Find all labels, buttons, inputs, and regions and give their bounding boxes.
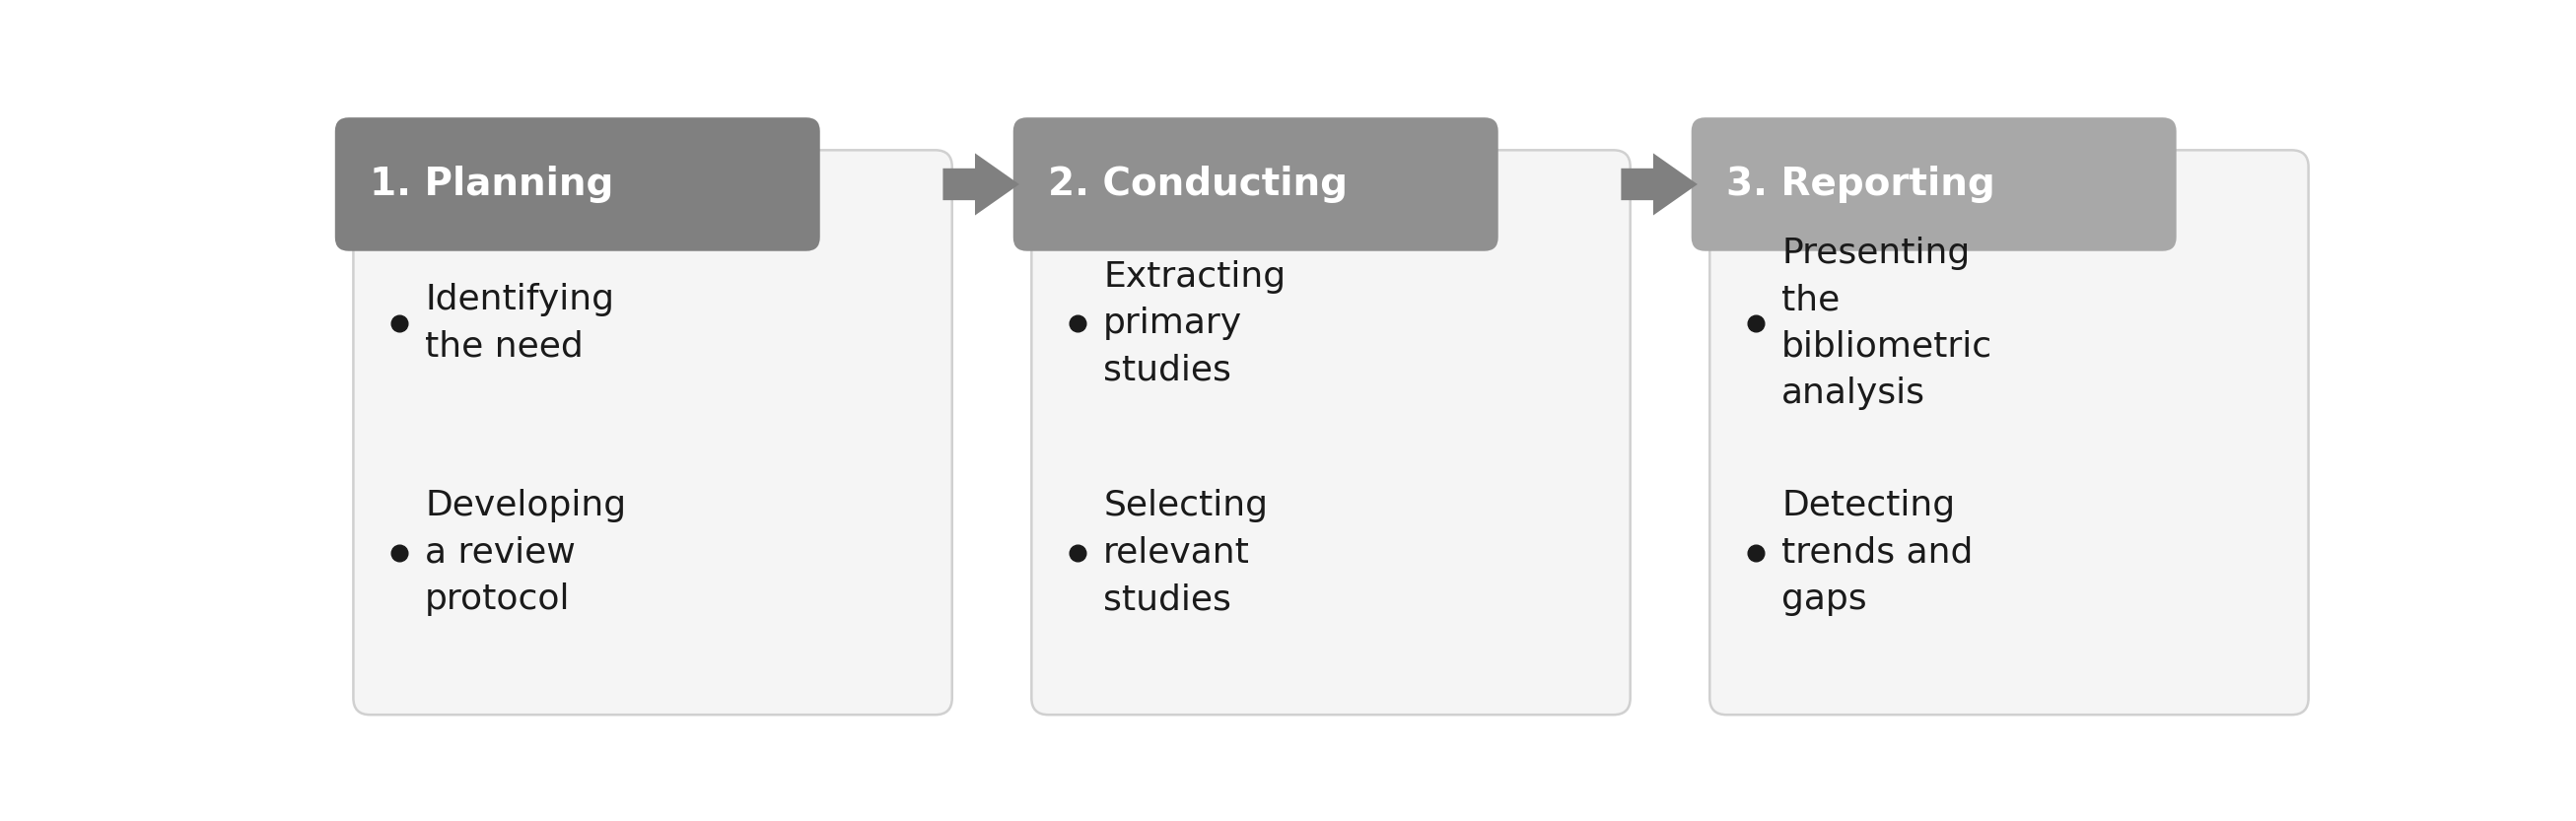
Text: 2. Conducting: 2. Conducting bbox=[1048, 166, 1347, 203]
FancyBboxPatch shape bbox=[1710, 150, 2308, 715]
Text: Selecting
relevant
studies: Selecting relevant studies bbox=[1103, 489, 1267, 617]
FancyBboxPatch shape bbox=[335, 117, 819, 251]
FancyBboxPatch shape bbox=[1012, 117, 1499, 251]
Polygon shape bbox=[1620, 154, 1698, 215]
FancyBboxPatch shape bbox=[353, 150, 953, 715]
Text: Developing
a review
protocol: Developing a review protocol bbox=[425, 489, 626, 617]
FancyBboxPatch shape bbox=[1030, 150, 1631, 715]
Text: Presenting
the
bibliometric
analysis: Presenting the bibliometric analysis bbox=[1783, 236, 1994, 410]
Text: Detecting
trends and
gaps: Detecting trends and gaps bbox=[1783, 489, 1973, 617]
Text: Extracting
primary
studies: Extracting primary studies bbox=[1103, 259, 1285, 387]
Text: 1. Planning: 1. Planning bbox=[371, 166, 613, 203]
Text: 3. Reporting: 3. Reporting bbox=[1726, 166, 1996, 203]
FancyBboxPatch shape bbox=[1692, 117, 2177, 251]
Text: Identifying
the need: Identifying the need bbox=[425, 283, 616, 364]
Polygon shape bbox=[943, 154, 1020, 215]
